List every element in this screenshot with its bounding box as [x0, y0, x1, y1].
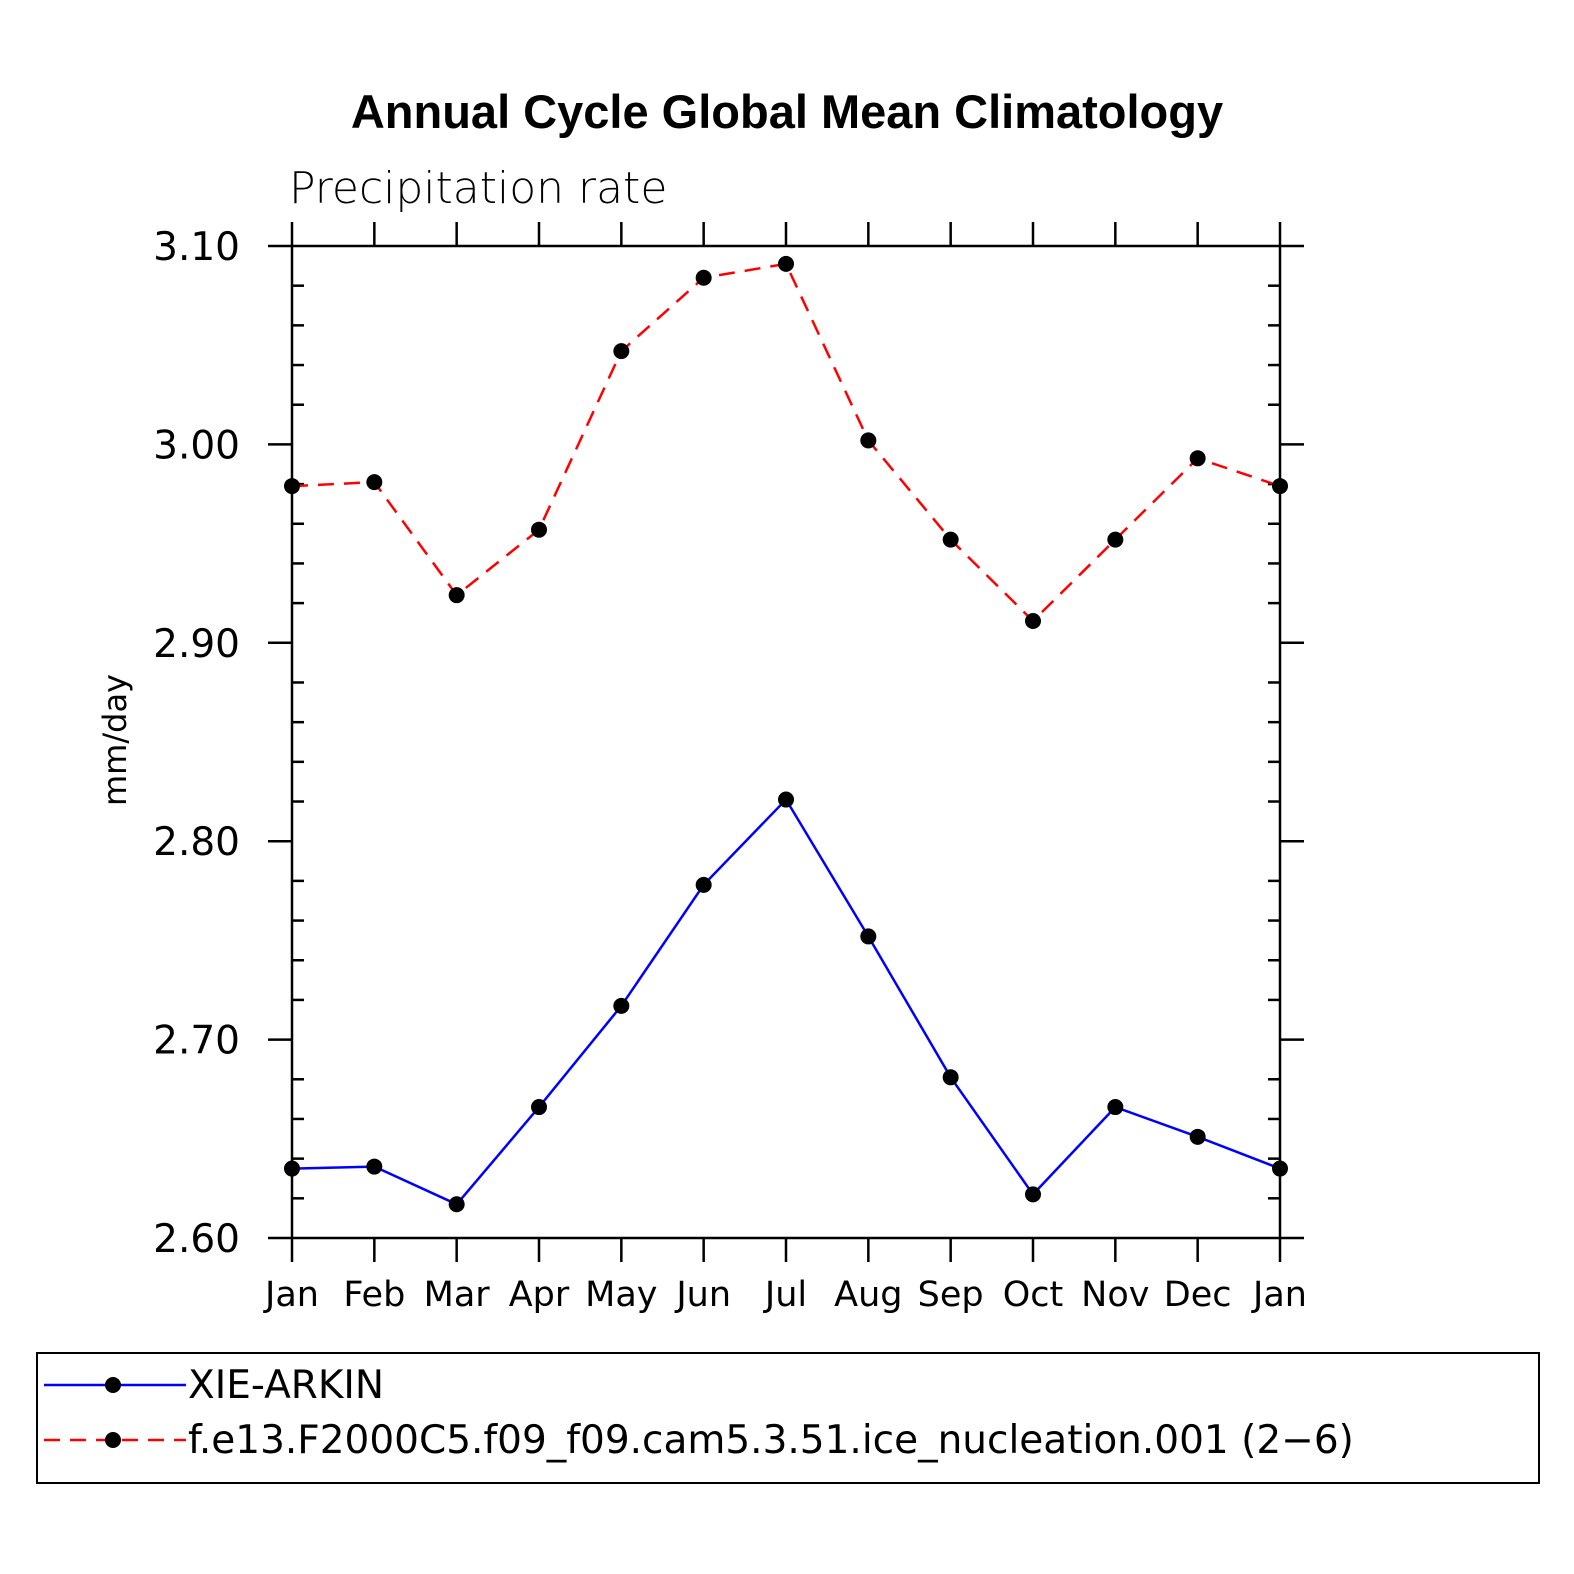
legend-marker-2 — [105, 1432, 121, 1448]
series-2-point — [448, 587, 465, 604]
series-1-point — [366, 1158, 383, 1175]
series-1-point — [778, 791, 794, 808]
x-tick-label: Jun — [674, 1275, 731, 1315]
series-1-point — [1107, 1099, 1124, 1116]
series-1-point — [1189, 1128, 1206, 1145]
x-tick-label: Apr — [509, 1275, 570, 1315]
series-2-point — [1107, 531, 1124, 548]
legend-label-1: XIE-ARKIN — [188, 1363, 384, 1408]
x-tick-labels: Jan Feb Mar Apr May Jun Jul Aug Sep Oct Nov Dec Jan — [263, 1275, 1307, 1315]
series-1-point — [613, 997, 630, 1014]
x-tick-label: Oct — [1003, 1275, 1064, 1315]
x-tick-label: Jan — [263, 1275, 319, 1315]
legend: XIE-ARKIN f.e13.F2000C5.f09_f09.cam5.3.51… — [44, 1363, 1354, 1463]
series-1-point — [942, 1069, 959, 1086]
series-1-point — [1272, 1160, 1288, 1177]
y-tick-label: 2.70 — [153, 1019, 240, 1064]
series-line-1 — [291, 797, 1281, 1206]
legend-label-2: f.e13.F2000C5.f09_f09.cam5.3.51.ice_nucl… — [188, 1418, 1354, 1463]
y-tick-label: 2.80 — [153, 820, 240, 865]
series-1-point — [448, 1196, 465, 1213]
y-tick-label: 3.10 — [153, 225, 240, 270]
x-tick-label: Mar — [424, 1275, 491, 1315]
series-1-point — [1025, 1186, 1041, 1203]
x-tick-label: May — [585, 1275, 657, 1315]
y-tick-label: 2.90 — [153, 622, 240, 667]
series-2-point — [860, 432, 877, 449]
series-2-point — [942, 531, 959, 548]
series-2-point — [531, 521, 547, 538]
series-2-point — [695, 269, 712, 286]
x-tick-label: Feb — [343, 1275, 405, 1315]
series-2-point — [1025, 612, 1041, 629]
legend-marker-1 — [105, 1377, 121, 1393]
y-tick-label: 3.00 — [153, 423, 240, 468]
series-2-point — [1189, 450, 1206, 467]
chart-subtitle: Precipitation rate — [289, 163, 667, 214]
series-2-point — [284, 478, 300, 495]
series-points — [284, 255, 1288, 1213]
series-2-point — [1272, 478, 1288, 495]
y-tick-label: 2.60 — [153, 1217, 240, 1262]
series-2-point — [366, 474, 383, 491]
chart-title: Annual Cycle Global Mean Climatology — [351, 85, 1223, 138]
y-axis-label: mm/day — [96, 674, 134, 806]
series-1-point — [531, 1099, 547, 1116]
series-1-point — [695, 876, 712, 893]
legend-box — [36, 1352, 1540, 1484]
x-tick-label: Nov — [1081, 1275, 1149, 1315]
axis-ticks — [268, 222, 1304, 1262]
series-1-point — [860, 928, 877, 945]
series-lines — [291, 262, 1281, 1206]
x-tick-label: Jul — [763, 1275, 807, 1315]
series-2-point — [613, 343, 630, 360]
x-tick-label: Dec — [1164, 1275, 1232, 1315]
series-line-2 — [291, 262, 1281, 623]
x-tick-label: Sep — [918, 1275, 984, 1315]
y-tick-labels: 2.60 2.70 2.80 2.90 3.00 3.10 — [153, 225, 240, 1262]
x-tick-label: Aug — [834, 1275, 902, 1315]
series-2-point — [778, 255, 794, 272]
x-tick-label: Jan — [1251, 1275, 1307, 1315]
series-1-point — [284, 1160, 300, 1177]
plot-frame — [290, 244, 1282, 1240]
